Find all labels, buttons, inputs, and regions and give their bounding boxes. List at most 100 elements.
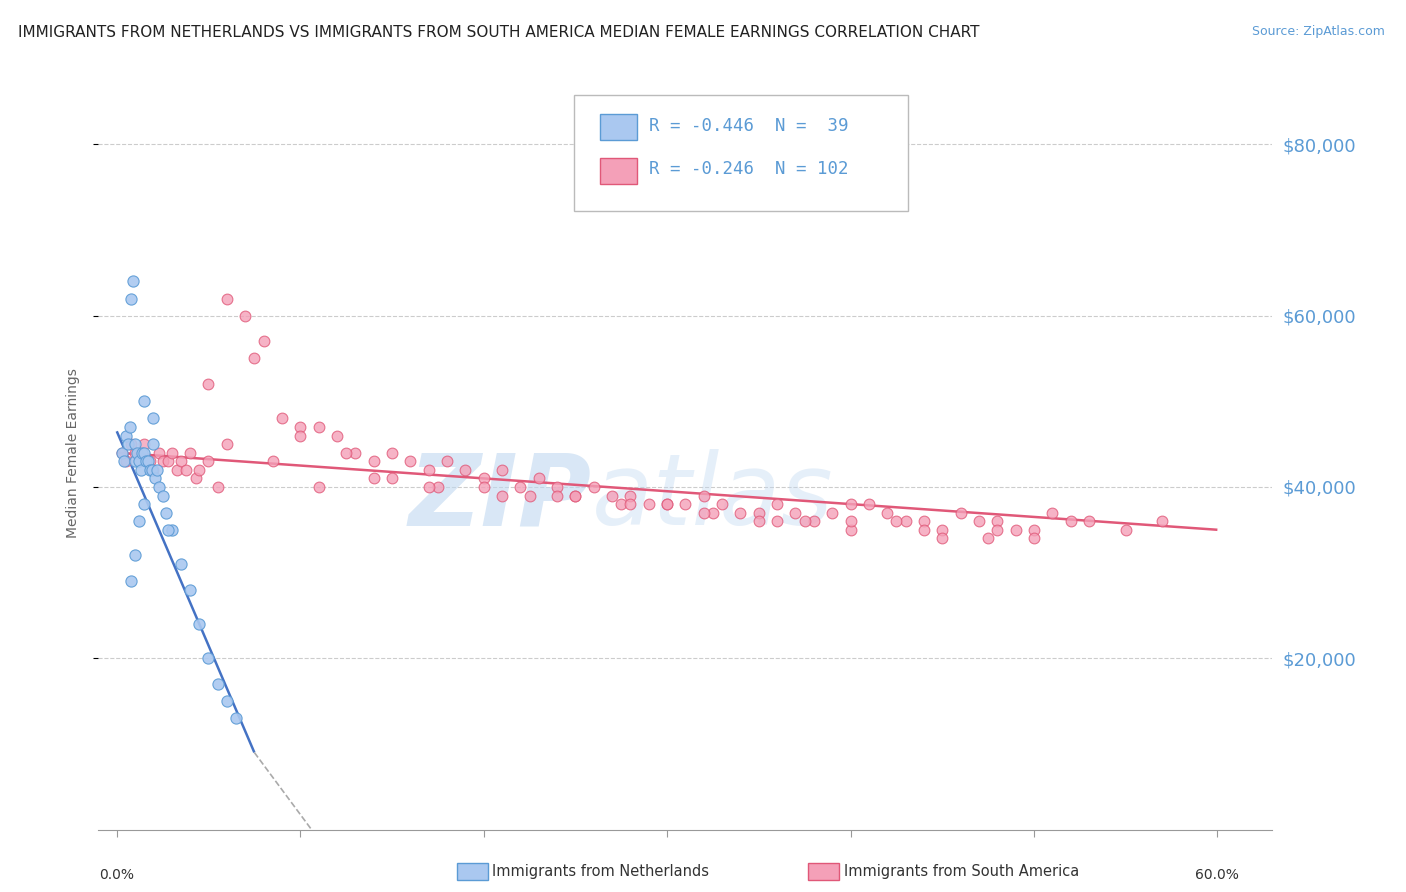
Point — [527, 471, 550, 485]
Point — [135, 454, 157, 468]
Point — [949, 506, 972, 520]
Point — [931, 523, 953, 537]
Point — [270, 411, 292, 425]
Text: R = -0.246  N = 102: R = -0.246 N = 102 — [650, 161, 849, 178]
Point — [491, 489, 513, 503]
Text: Immigrants from South America: Immigrants from South America — [844, 864, 1078, 879]
Point — [335, 445, 357, 460]
Point — [157, 454, 180, 468]
Point — [243, 351, 266, 366]
Point — [143, 471, 166, 485]
Point — [702, 506, 724, 520]
Point — [111, 445, 134, 460]
Point — [381, 445, 404, 460]
Point — [207, 677, 229, 691]
Point — [1059, 514, 1081, 528]
Text: atlas: atlas — [592, 450, 834, 547]
Point — [546, 489, 568, 503]
Point — [170, 557, 193, 571]
Point — [894, 514, 917, 528]
Point — [803, 514, 825, 528]
Point — [326, 428, 349, 442]
Point — [344, 445, 367, 460]
Point — [128, 454, 150, 468]
Point — [148, 480, 170, 494]
Point — [125, 445, 148, 460]
Point — [491, 463, 513, 477]
Point — [152, 454, 174, 468]
Point — [166, 463, 188, 477]
Point — [160, 523, 183, 537]
Point — [637, 497, 659, 511]
Point — [766, 497, 789, 511]
Text: ZIP: ZIP — [409, 450, 592, 547]
Y-axis label: Median Female Earnings: Median Female Earnings — [66, 368, 80, 538]
Point — [693, 489, 716, 503]
Bar — [600, 158, 637, 184]
Point — [124, 454, 146, 468]
Point — [115, 454, 138, 468]
Point — [176, 463, 198, 477]
Point — [693, 506, 716, 520]
Point — [912, 514, 935, 528]
Point — [610, 497, 633, 511]
Point — [179, 445, 201, 460]
Point — [519, 489, 541, 503]
Point — [197, 651, 219, 665]
Text: IMMIGRANTS FROM NETHERLANDS VS IMMIGRANTS FROM SOUTH AMERICA MEDIAN FEMALE EARNI: IMMIGRANTS FROM NETHERLANDS VS IMMIGRANT… — [18, 25, 980, 40]
Point — [146, 463, 169, 477]
Point — [131, 445, 153, 460]
Point — [472, 480, 495, 494]
Point — [148, 445, 170, 460]
Point — [170, 454, 193, 468]
Point — [1152, 514, 1174, 528]
Text: R = -0.446  N =  39: R = -0.446 N = 39 — [650, 117, 849, 135]
Point — [1040, 506, 1063, 520]
Point — [128, 454, 150, 468]
FancyBboxPatch shape — [574, 95, 908, 211]
Point — [225, 711, 247, 725]
Point — [839, 514, 862, 528]
Point — [129, 463, 152, 477]
Point — [793, 514, 815, 528]
Point — [766, 514, 789, 528]
Point — [134, 497, 156, 511]
Point — [858, 497, 880, 511]
Point — [381, 471, 404, 485]
Point — [426, 480, 449, 494]
Point — [1022, 532, 1045, 546]
Point — [986, 514, 1008, 528]
Point — [1078, 514, 1101, 528]
Point — [619, 489, 641, 503]
Point — [120, 437, 142, 451]
Point — [876, 506, 898, 520]
Point — [600, 489, 623, 503]
Point — [308, 420, 330, 434]
Point — [111, 445, 134, 460]
Point — [134, 445, 156, 460]
Point — [124, 437, 146, 451]
Point — [197, 454, 219, 468]
Point — [262, 454, 284, 468]
Point — [290, 428, 312, 442]
Point — [139, 454, 162, 468]
Point — [155, 506, 177, 520]
Point — [120, 574, 142, 589]
Point — [134, 437, 156, 451]
Point — [308, 480, 330, 494]
Point — [118, 420, 141, 434]
Point — [215, 437, 238, 451]
Point — [142, 411, 165, 425]
Bar — [600, 114, 637, 140]
Point — [124, 445, 146, 460]
Text: 0.0%: 0.0% — [100, 868, 134, 882]
Point — [120, 292, 142, 306]
Point — [912, 523, 935, 537]
Point — [136, 454, 159, 468]
Point — [134, 394, 156, 409]
Point — [977, 532, 1000, 546]
Point — [160, 445, 183, 460]
Point — [886, 514, 908, 528]
Point — [139, 463, 162, 477]
Point — [986, 523, 1008, 537]
